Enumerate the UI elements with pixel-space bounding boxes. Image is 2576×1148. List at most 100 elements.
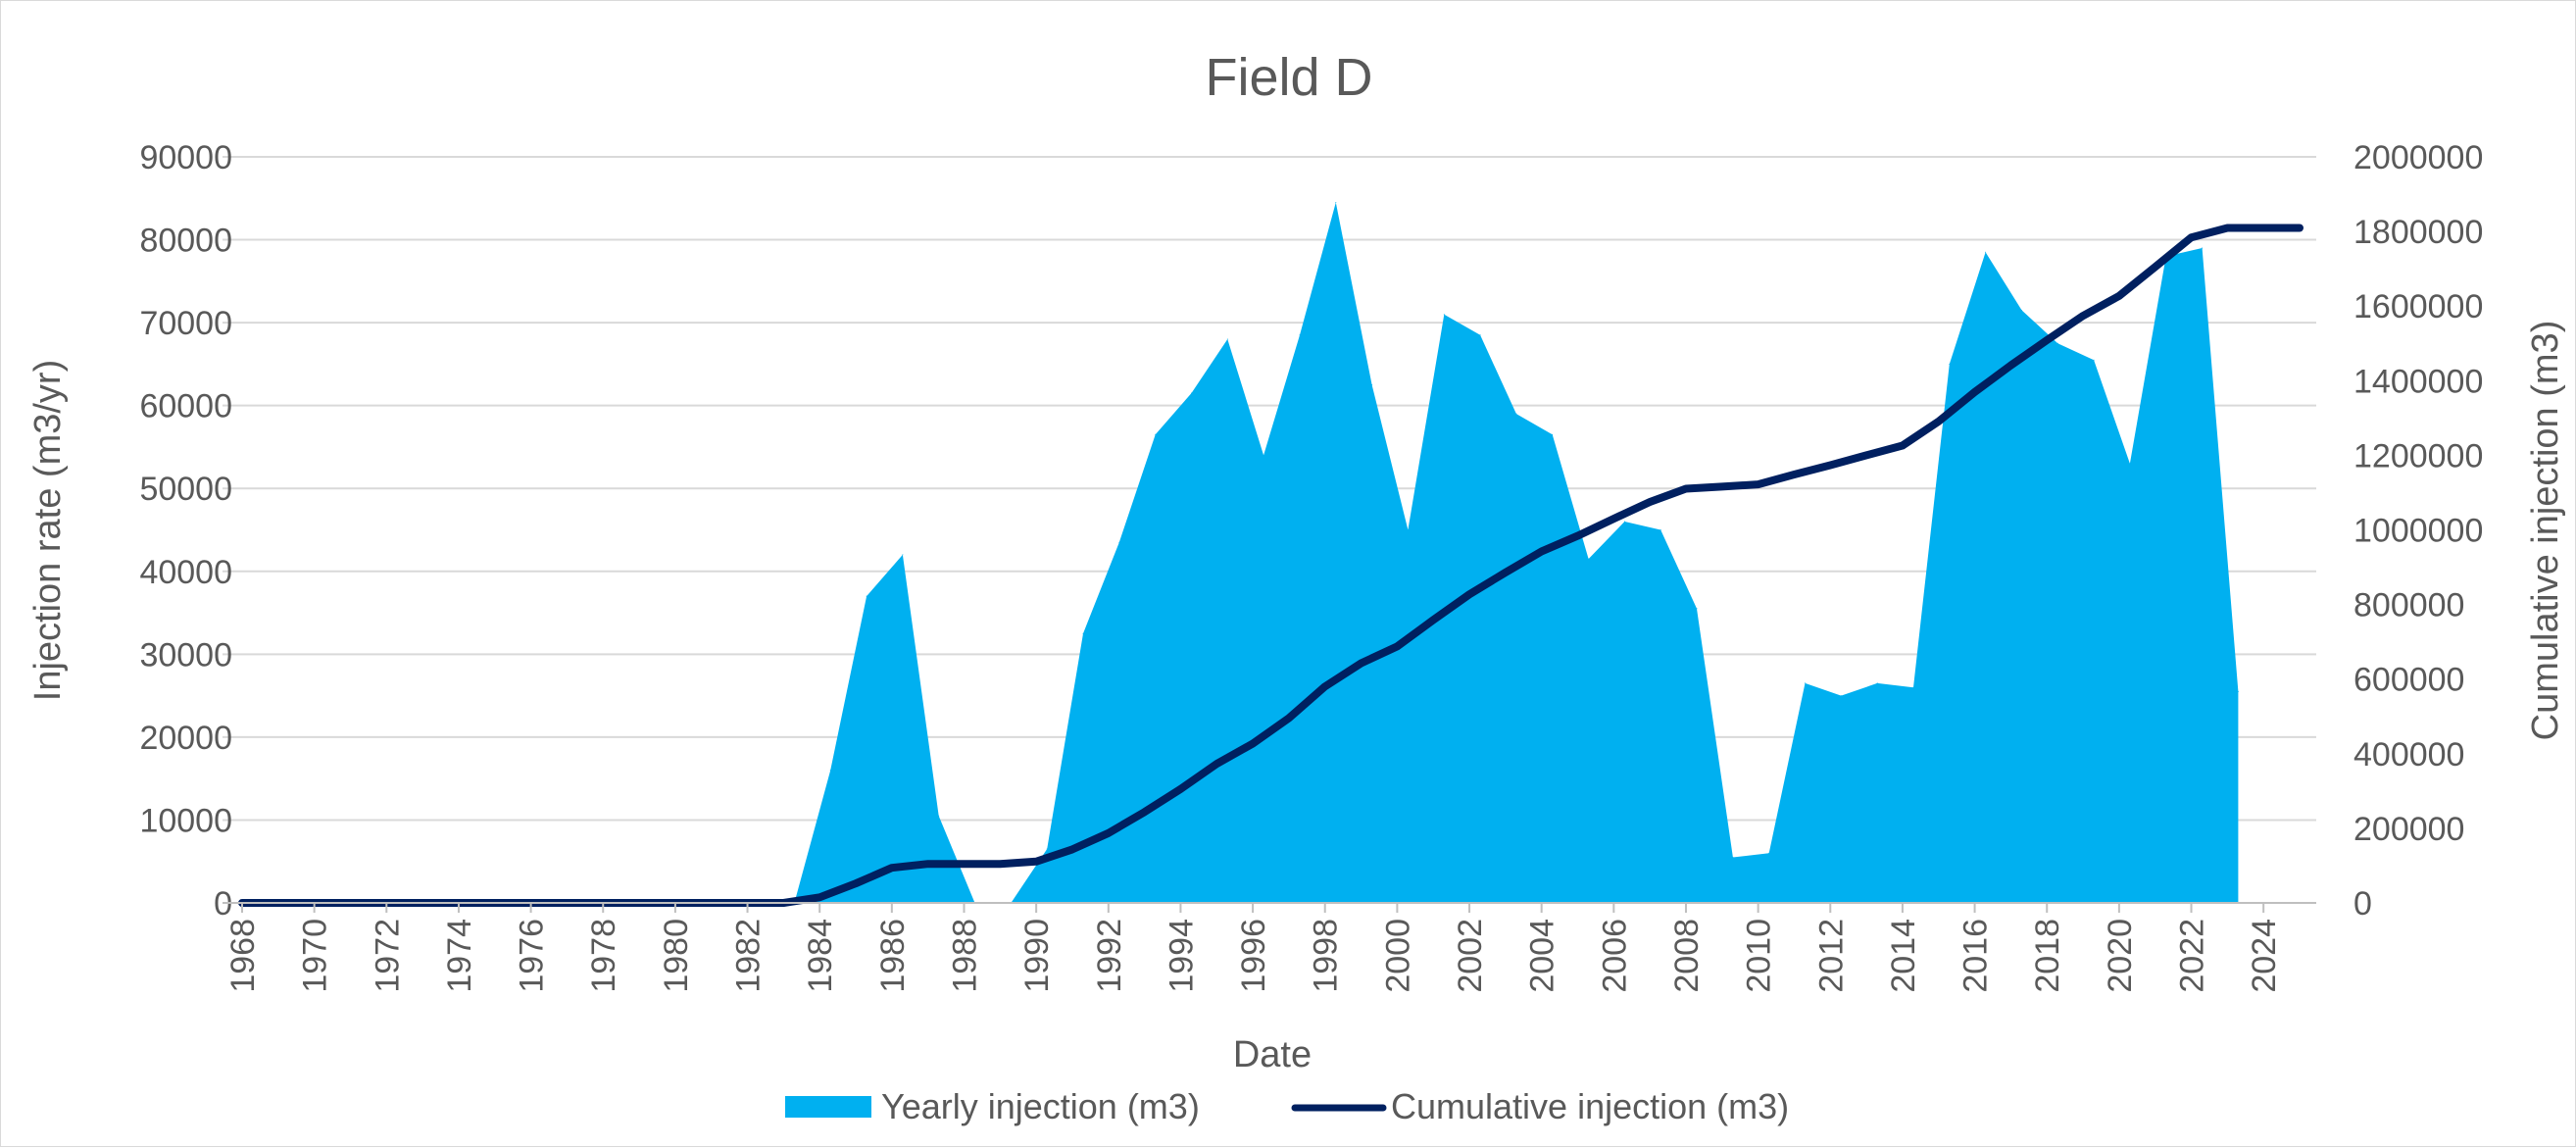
cumulative-injection-point: [1288, 718, 1290, 719]
yearly-injection-point: [2056, 342, 2058, 344]
y-axis-title: Injection rate (m3/yr): [27, 360, 69, 701]
cumulative-injection-point: [1505, 572, 1507, 574]
yearly-injection-point: [1949, 363, 1951, 365]
x-axis-title: Date: [1233, 1034, 1312, 1075]
yearly-injection-point: [1912, 686, 1914, 688]
x-tick-label: 1998: [1308, 919, 1345, 993]
y2-tick-label: 400000: [2353, 736, 2464, 774]
x-tick-label: 2014: [1885, 919, 1922, 993]
cumulative-injection-point: [1108, 832, 1110, 834]
x-tick-label: 1986: [874, 919, 912, 993]
y-tick-label: 10000: [139, 802, 232, 839]
yearly-injection-point: [1443, 314, 1445, 316]
cumulative-injection-point: [2262, 227, 2264, 228]
yearly-injection-area-layer: [793, 202, 2239, 904]
yearly-injection-point: [1840, 695, 1842, 697]
cumulative-injection-point: [1144, 811, 1146, 813]
yearly-injection-point: [1515, 413, 1517, 415]
x-tick-label: 1972: [369, 919, 406, 993]
cumulative-injection-point: [1179, 788, 1181, 790]
y2-tick-label: 200000: [2353, 811, 2464, 848]
x-tick-label: 2004: [1524, 919, 1561, 993]
x-tick-label: 2012: [1812, 919, 1850, 993]
x-tick-label: 1994: [1163, 919, 1200, 993]
yearly-injection-point: [1552, 433, 1554, 435]
cumulative-injection-point: [1865, 454, 1867, 456]
yearly-injection-point: [902, 554, 904, 556]
y2-tick-label: 1200000: [2353, 437, 2483, 474]
y-tick-label: 90000: [139, 139, 232, 176]
x-tick-label: 2010: [1741, 919, 1778, 993]
legend-label-yearly-injection: Yearly injection (m3): [881, 1086, 1200, 1126]
y2-tick-label: 600000: [2353, 662, 2464, 699]
cumulative-injection-point: [1902, 445, 1904, 446]
cumulative-injection-point: [999, 863, 1001, 865]
cumulative-injection-point: [1721, 485, 1723, 487]
axes: 0 10000 20000 30000 40000 50000 60000 70000 8000…: [139, 139, 2483, 993]
legend: Yearly injection (m3) Cumulative injecti…: [785, 1086, 1789, 1126]
y2-tick-label: 0: [2353, 885, 2372, 923]
cumulative-injection-point: [2082, 315, 2084, 317]
y2-tick-label: 1000000: [2353, 513, 2483, 550]
cumulative-injection-point: [855, 882, 857, 884]
yearly-injection-area: [794, 202, 2239, 903]
x-tick-label: 1992: [1091, 919, 1128, 993]
cumulative-injection-point: [1468, 593, 1470, 595]
cumulative-injection-point: [818, 896, 820, 898]
cumulative-injection-point: [964, 863, 965, 865]
cumulative-injection-point: [1974, 391, 1976, 393]
x-tick-label: 2008: [1668, 919, 1706, 993]
cumulative-injection-point: [1649, 501, 1651, 503]
x-tick-label: 2006: [1596, 919, 1633, 993]
x-tick-label: 2016: [1957, 919, 1995, 993]
cumulative-injection-point: [2299, 227, 2301, 228]
yearly-injection-point: [1732, 857, 1734, 858]
y2-tick-label: 1600000: [2353, 288, 2483, 325]
cumulative-injection-point: [2118, 295, 2120, 297]
x-tick-label: 2020: [2102, 919, 2139, 993]
y-tick-label: 20000: [139, 720, 232, 757]
y-tick-label: 80000: [139, 223, 232, 260]
yearly-injection-point: [2129, 463, 2131, 465]
cumulative-injection-point: [1938, 421, 1940, 423]
yearly-injection-point: [2237, 690, 2239, 692]
yearly-injection-point: [938, 815, 940, 817]
yearly-injection-point: [1118, 541, 1120, 543]
cumulative-injection-point: [2191, 236, 2192, 238]
y2-axis-title: Cumulative injection (m3): [2525, 321, 2566, 741]
x-tick-label: 2002: [1452, 919, 1489, 993]
cumulative-injection-point: [1252, 743, 1254, 744]
yearly-injection-point: [1985, 251, 1987, 253]
yearly-injection-point: [1696, 608, 1698, 610]
cumulative-injection-point: [1758, 483, 1759, 485]
cumulative-injection-point: [1361, 663, 1362, 664]
cumulative-injection-point: [1612, 518, 1614, 520]
y-tick-label: 70000: [139, 305, 232, 342]
cumulative-injection-point: [2226, 227, 2228, 228]
yearly-injection-point: [1335, 202, 1337, 203]
x-tick-label: 1968: [224, 919, 262, 993]
cumulative-injection-point: [1396, 645, 1398, 647]
yearly-injection-point: [1768, 852, 1770, 854]
yearly-injection-point: [1155, 433, 1157, 435]
yearly-injection-point: [1876, 682, 1878, 684]
x-tick-label: 2024: [2246, 919, 2283, 993]
y-tick-label: 40000: [139, 554, 232, 591]
cumulative-injection-point: [1794, 474, 1795, 475]
x-tick-label: 1982: [730, 919, 768, 993]
yearly-injection-point: [1082, 632, 1084, 634]
y-tick-label: 60000: [139, 388, 232, 425]
yearly-injection-point: [1299, 334, 1301, 336]
y2-tick-label: 1400000: [2353, 363, 2483, 400]
x-tick-label: 1990: [1018, 919, 1056, 993]
x-tick-label: 1974: [441, 919, 478, 993]
x-tick-label: 1996: [1235, 919, 1272, 993]
yearly-injection-point: [1263, 454, 1264, 456]
cumulative-injection-point: [1035, 861, 1037, 863]
yearly-injection-point: [1371, 384, 1373, 385]
yearly-injection-point: [2093, 359, 2095, 361]
cumulative-injection-point: [1432, 619, 1434, 621]
yearly-injection-point: [829, 770, 831, 772]
